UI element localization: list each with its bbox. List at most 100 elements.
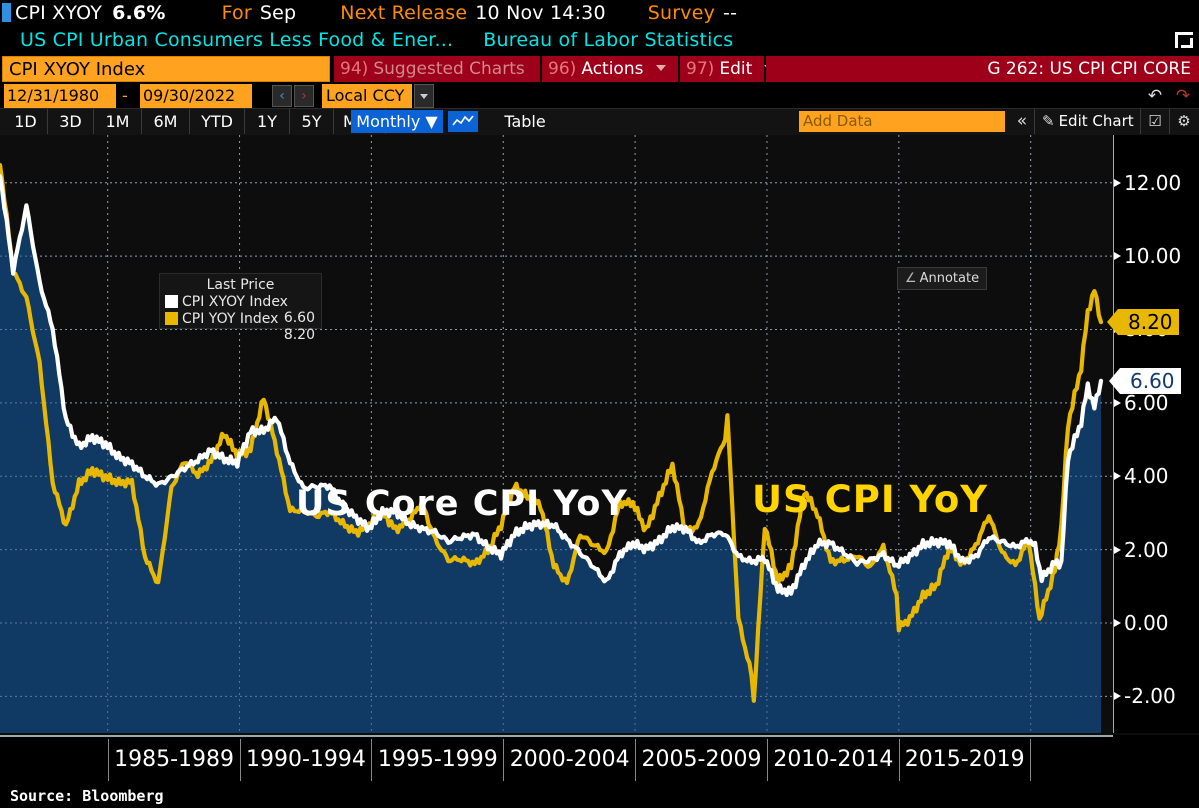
period-button-ytd[interactable]: YTD bbox=[190, 109, 245, 134]
footer: Source: Bloomberg bbox=[0, 785, 1199, 808]
for-value: Sep bbox=[259, 2, 297, 24]
start-date-field[interactable]: 12/31/1980 bbox=[4, 84, 116, 125]
legend-name-core: CPI XYOY Index bbox=[182, 294, 288, 310]
x-axis-band-2010-2014: 2010-2014 bbox=[766, 739, 899, 781]
currency-dropdown-icon[interactable] bbox=[414, 84, 434, 108]
y-tick-400: 4.00 bbox=[1114, 464, 1169, 489]
frequency-selector[interactable]: Monthly ▼ bbox=[351, 110, 443, 133]
grid-options-icon[interactable]: ☑ bbox=[1141, 109, 1170, 134]
ticker-symbol: CPI XYOY bbox=[15, 2, 103, 24]
actions-label: Actions bbox=[581, 59, 644, 79]
annotate-label: Annotate bbox=[919, 271, 980, 286]
x-axis: 1985-1989 1990-1994 1995-1999 2000-2004 2005… bbox=[0, 735, 1199, 785]
period-button-5y[interactable]: 5Y bbox=[290, 109, 334, 134]
next-period-button[interactable]: › bbox=[294, 85, 314, 107]
annotation-headline-cpi: US CPI YoY bbox=[752, 478, 989, 521]
undo-button[interactable]: ↶ bbox=[1147, 86, 1163, 106]
redo-button[interactable]: ↷ bbox=[1175, 86, 1191, 106]
start-date-value: 12/31/1980 bbox=[7, 86, 100, 105]
pencil-icon: ✎ bbox=[1042, 112, 1055, 130]
screen-title-bar: G 262: US CPI CPI CORE bbox=[766, 56, 1199, 82]
series-plot bbox=[0, 135, 1113, 733]
legend-row-headline: CPI YOY Index 8.20 bbox=[165, 311, 321, 343]
chart-toolbar: 1D 3D 1M 6M YTD 1Y 5Y Max Monthly ▼ Tabl… bbox=[0, 108, 1199, 136]
legend-row-core: CPI XYOY Index 6.60 bbox=[165, 294, 321, 326]
bloomberg-logo-icon bbox=[1175, 32, 1193, 48]
edit-menu-button[interactable]: 97) Edit bbox=[680, 56, 775, 82]
actions-menu-button[interactable]: 96) Actions bbox=[542, 56, 678, 82]
security-command-input[interactable]: CPI XYOY Index bbox=[2, 56, 330, 82]
legend-value-core: 6.60 bbox=[283, 310, 315, 326]
legend-swatch-gold bbox=[165, 312, 178, 325]
annotation-core-cpi: US Core CPI YoY bbox=[296, 484, 628, 524]
y-tick-200: 2.00 bbox=[1114, 537, 1169, 562]
period-button-6m[interactable]: 6M bbox=[142, 109, 190, 134]
add-data-input[interactable]: Add Data bbox=[799, 111, 1005, 132]
date-range-separator: - bbox=[122, 86, 128, 105]
ticker-value: 6.6% bbox=[112, 2, 166, 24]
y-tick-000: 0.00 bbox=[1114, 610, 1169, 635]
collapse-panel-button[interactable]: « bbox=[1010, 109, 1035, 134]
x-axis-band-1995-1999: 1995-1999 bbox=[371, 739, 503, 781]
sparkline-icon bbox=[452, 115, 474, 126]
x-axis-band-1990-1994: 1990-1994 bbox=[239, 739, 372, 781]
legend-title: Last Price bbox=[206, 277, 275, 293]
actions-number: 96) bbox=[548, 59, 577, 79]
survey-label: Survey bbox=[647, 2, 716, 24]
suggested-charts-number: 94) bbox=[340, 59, 369, 79]
header-row-primary: CPI XYOY 6.6% For Sep Next Release 10 Nov 14:… bbox=[0, 2, 737, 28]
annotate-button[interactable]: ∠ Annotate bbox=[897, 267, 987, 290]
table-view-button[interactable]: Table bbox=[504, 112, 546, 131]
angle-icon: ∠ bbox=[904, 271, 917, 286]
end-date-field[interactable]: 09/30/2022 bbox=[140, 84, 252, 125]
gear-icon[interactable]: ⚙ bbox=[1177, 112, 1191, 130]
suggested-charts-label: Suggested Charts bbox=[373, 59, 525, 79]
source-label: Source: Bloomberg bbox=[10, 787, 164, 805]
y-tick-200: -2.00 bbox=[1114, 684, 1176, 709]
next-release-value: 10 Nov 14:30 bbox=[475, 2, 606, 24]
data-source-org: Bureau of Labor Statistics bbox=[483, 29, 734, 51]
date-range-row: 12/31/1980 - 09/30/2022 ‹ › Local CCY ↶ … bbox=[0, 84, 1199, 125]
prev-period-button[interactable]: ‹ bbox=[272, 85, 292, 107]
y-tick-600: 6.00 bbox=[1114, 390, 1169, 415]
plot-area[interactable] bbox=[0, 135, 1113, 733]
edit-label: Edit bbox=[719, 59, 753, 79]
edit-chart-label: Edit Chart bbox=[1058, 112, 1134, 130]
period-button-1y[interactable]: 1Y bbox=[245, 109, 290, 134]
command-row: CPI XYOY Index 94) Suggested Charts 96) … bbox=[0, 56, 1199, 82]
edit-number: 97) bbox=[686, 59, 715, 79]
chevron-down-icon bbox=[655, 65, 666, 71]
end-date-value: 09/30/2022 bbox=[143, 86, 236, 105]
suggested-charts-button[interactable]: 94) Suggested Charts bbox=[334, 56, 540, 82]
y-tick-1000: 10.00 bbox=[1113, 244, 1182, 269]
header: CPI XYOY 6.6% For Sep Next Release 10 Nov 14:… bbox=[0, 0, 1199, 56]
last-price-marker-core: 6.60 bbox=[1109, 367, 1181, 394]
ticker-marker bbox=[2, 3, 11, 22]
period-button-1d[interactable]: 1D bbox=[4, 109, 48, 134]
x-axis-band-2015-2019: 2015-2019 bbox=[898, 739, 1031, 781]
edit-chart-button[interactable]: ✎ Edit Chart bbox=[1036, 109, 1141, 134]
for-label: For bbox=[221, 2, 252, 24]
x-axis-rule bbox=[0, 735, 1113, 737]
period-button-3d[interactable]: 3D bbox=[48, 109, 94, 134]
next-release-label: Next Release bbox=[340, 2, 468, 24]
legend-value-headline: 8.20 bbox=[283, 327, 315, 343]
x-axis-band-2005-2009: 2005-2009 bbox=[635, 739, 767, 781]
x-axis-band-1985-1989: 1985-1989 bbox=[107, 739, 240, 781]
x-axis-band-2000-2004: 2000-2004 bbox=[503, 739, 635, 781]
screen-title: G 262: US CPI CPI CORE bbox=[987, 59, 1191, 79]
survey-value: -- bbox=[723, 2, 738, 24]
header-row-secondary: US CPI Urban Consumers Less Food & Ener.… bbox=[0, 29, 733, 55]
line-chart-type-button[interactable] bbox=[448, 111, 478, 132]
security-name: US CPI Urban Consumers Less Food & Ener.… bbox=[20, 29, 454, 51]
last-price-marker-headline: 8.20 bbox=[1107, 309, 1179, 336]
legend-swatch-white bbox=[165, 295, 178, 308]
currency-field[interactable]: Local CCY bbox=[322, 84, 412, 108]
legend-name-headline: CPI YOY Index bbox=[182, 311, 279, 327]
period-button-1m[interactable]: 1M bbox=[94, 109, 142, 134]
legend-box: Last Price CPI XYOY Index 6.60 CPI YOY In… bbox=[159, 273, 322, 343]
y-tick-1200: 12.00 bbox=[1113, 170, 1182, 195]
